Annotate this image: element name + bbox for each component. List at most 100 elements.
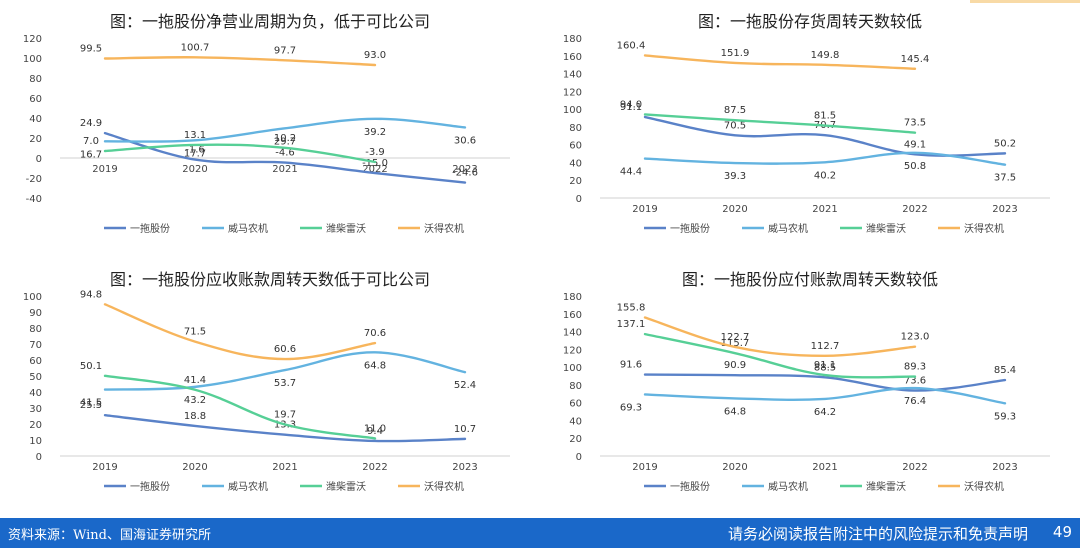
data-label: 81.5	[814, 111, 836, 122]
data-label: 52.4	[454, 380, 476, 391]
series-line	[643, 151, 1007, 166]
chart-title: 图：一拖股份存货周转天数较低	[697, 12, 922, 31]
data-label: 39.2	[364, 127, 386, 138]
data-label: 137.1	[617, 319, 646, 330]
y-tick-label: 80	[29, 74, 42, 85]
series-line	[103, 143, 377, 164]
data-label: 41.4	[184, 375, 206, 386]
data-label: 37.5	[994, 173, 1016, 184]
y-tick-label: 160	[563, 310, 582, 321]
y-tick-label: 80	[569, 123, 582, 134]
y-tick-label: 0	[576, 194, 582, 205]
data-label: 25.5	[80, 400, 102, 411]
data-label: 85.4	[994, 365, 1016, 376]
series-line	[643, 386, 1007, 405]
data-label: 24.9	[80, 118, 102, 129]
series-line	[103, 131, 467, 184]
series-line	[103, 117, 467, 143]
data-label: 7.0	[83, 136, 99, 147]
x-tick-label: 2022	[902, 462, 927, 473]
data-label: 94.8	[80, 289, 102, 300]
data-label: 18.8	[184, 411, 206, 422]
y-tick-label: 0	[576, 452, 582, 463]
chart-svg: 0 20 40 60 80 100 120 140 160 180 2019 2020 2021 2022…	[563, 34, 1050, 235]
data-label: 50.2	[994, 138, 1016, 149]
y-tick-label: 120	[563, 87, 582, 98]
x-tick-label: 2019	[632, 462, 657, 473]
y-tick-label: 100	[23, 54, 42, 65]
legend-label: 潍柴雷沃	[866, 222, 906, 235]
series-line	[643, 332, 917, 379]
data-label: -24.6	[452, 168, 478, 179]
y-tick-label: 10	[29, 436, 42, 447]
chart-payable-turnover: 图：一拖股份应付账款周转天数较低 0 20 40 60 80 100 120 140 160 18…	[540, 258, 1080, 518]
legend-label: 一拖股份	[670, 480, 710, 493]
y-tick-label: 40	[569, 416, 582, 427]
data-label: 112.7	[811, 341, 840, 352]
data-label: -1.6	[185, 145, 205, 156]
data-label: 71.5	[184, 327, 206, 338]
y-tick-label: 160	[563, 52, 582, 63]
y-tick-label: 60	[569, 141, 582, 152]
y-tick-label: 40	[29, 114, 42, 125]
chart-net-operating-cycle: 图：一拖股份净营业周期为负，低于可比公司 -40 -20 0 20 40 60 80 100 1…	[0, 0, 540, 260]
x-tick-label: 2023	[452, 164, 477, 175]
legend-label: 潍柴雷沃	[866, 480, 906, 493]
data-label: -3.9	[365, 147, 385, 158]
series-line	[103, 56, 377, 67]
legend-label: 沃得农机	[964, 480, 1004, 493]
data-label: 91.1	[814, 360, 836, 371]
y-tick-label: 20	[569, 176, 582, 187]
y-tick-label: 120	[563, 345, 582, 356]
series-line	[643, 316, 917, 358]
y-tick-label: 60	[29, 94, 42, 105]
x-tick-label: 2019	[632, 204, 657, 215]
data-label: 155.8	[617, 303, 646, 314]
data-label: 10.2	[274, 133, 296, 144]
page-number: 49	[1052, 523, 1072, 541]
y-tick-label: -20	[26, 174, 42, 185]
legend-label: 威马农机	[228, 222, 268, 235]
series-line	[643, 113, 917, 134]
chart-title: 图：一拖股份应付账款周转天数较低	[681, 270, 938, 289]
x-tick-label: 2021	[272, 164, 297, 175]
y-tick-label: -40	[26, 194, 42, 205]
y-tick-label: 20	[569, 434, 582, 445]
x-tick-label: 2021	[812, 204, 837, 215]
data-label: 39.3	[724, 171, 746, 182]
chart-svg: 0 10 20 30 40 50 60 70 80 90 100 2019 2020 2021 2022 20…	[23, 289, 510, 493]
data-label: 73.5	[904, 118, 926, 129]
y-tick-label: 140	[563, 328, 582, 339]
data-label: 123.0	[901, 332, 930, 343]
footer-bar: 资料来源：Wind、国海证券研究所 请务必阅读报告附注中的风险提示和免责声明 4…	[0, 518, 1080, 548]
data-label: 64.2	[814, 407, 836, 418]
data-label: 70.5	[724, 120, 746, 131]
y-tick-label: 40	[29, 388, 42, 399]
y-tick-label: 60	[569, 399, 582, 410]
data-label: 149.8	[811, 50, 840, 61]
x-tick-label: 2023	[992, 204, 1017, 215]
y-tick-label: 100	[563, 363, 582, 374]
series-line	[103, 374, 377, 440]
legend-label: 沃得农机	[424, 222, 464, 235]
y-tick-label: 120	[23, 34, 42, 45]
data-label: 93.0	[364, 50, 386, 61]
data-label: 88.5	[814, 362, 836, 373]
data-label: 53.7	[274, 378, 296, 389]
chart-svg: -40 -20 0 20 40 60 80 100 120 2019 2020 2021 2022 202…	[23, 34, 510, 235]
x-tick-label: 2020	[182, 462, 207, 473]
data-label: 64.8	[364, 360, 386, 371]
legend-label: 潍柴雷沃	[326, 480, 366, 493]
data-label: 50.1	[80, 361, 102, 372]
x-tick-label: 2022	[902, 204, 927, 215]
chart-title: 图：一拖股份应收账款周转天数低于可比公司	[109, 270, 430, 289]
source-note: 资料来源：Wind、国海证券研究所	[8, 528, 211, 543]
legend-label: 一拖股份	[130, 222, 170, 235]
data-label: 100.7	[181, 42, 210, 53]
data-label: 64.8	[724, 406, 746, 417]
y-tick-label: 140	[563, 70, 582, 81]
corner-accent	[970, 0, 1080, 3]
data-label: -15.0	[362, 158, 388, 169]
data-label: 69.3	[620, 402, 642, 413]
series-line	[643, 373, 1007, 392]
